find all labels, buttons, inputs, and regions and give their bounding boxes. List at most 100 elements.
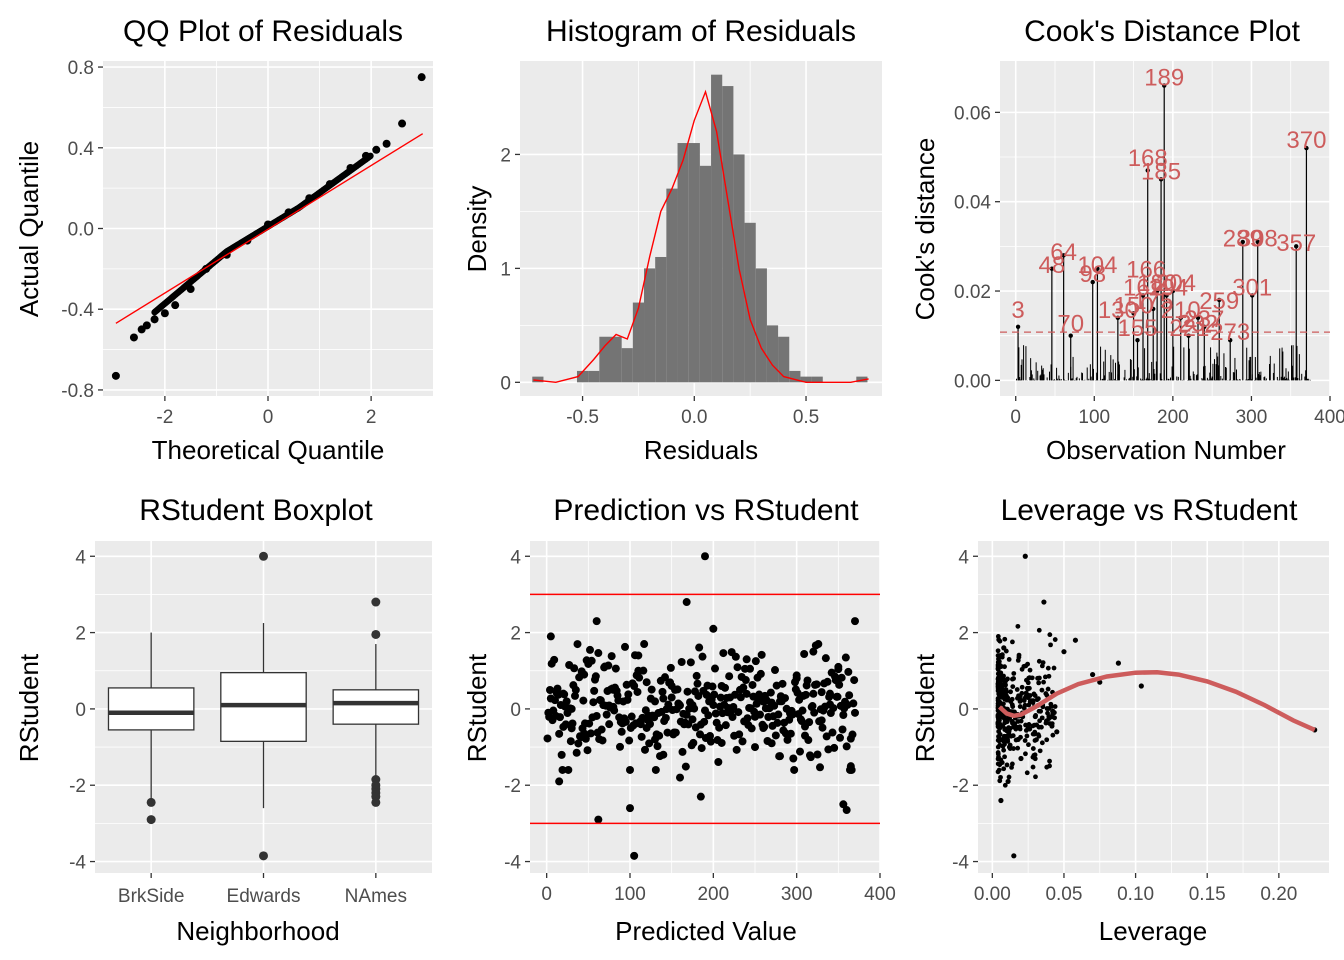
cook-ytick-label: 0.06 <box>954 103 991 124</box>
cook-obs-label: 232 <box>1178 310 1218 337</box>
cook-xtick-label: 100 <box>1078 407 1110 428</box>
pred-point <box>708 682 717 691</box>
lev-point <box>997 762 1003 768</box>
lev-point <box>1002 696 1008 702</box>
pred-point <box>677 658 686 667</box>
lev-point <box>1010 704 1016 709</box>
qq-point <box>372 145 381 154</box>
lev-point <box>1003 736 1008 742</box>
pred-point <box>808 702 817 711</box>
cook-obs-label: 289 <box>1223 225 1263 252</box>
pred-point <box>666 663 675 672</box>
pred-point <box>637 732 646 741</box>
pred-point <box>550 655 559 664</box>
pred-point <box>630 851 639 860</box>
lev-point <box>995 756 1001 762</box>
pred-point <box>844 667 853 676</box>
lev-point <box>997 680 1003 686</box>
pred-point <box>574 739 583 748</box>
pred-point <box>567 704 576 713</box>
cook-obs-label: 98 <box>1079 261 1106 288</box>
pred-point <box>688 715 697 724</box>
pred-point <box>625 736 634 745</box>
pred-point <box>611 664 620 673</box>
pred-point <box>833 692 842 701</box>
pred-point <box>725 672 734 681</box>
pred-point <box>694 691 703 700</box>
pred-point <box>805 718 814 727</box>
cook-ytick-label: 0.04 <box>954 193 991 214</box>
pred-point <box>572 748 581 757</box>
cook-obs-label: 166 <box>1126 257 1166 284</box>
pred-point <box>845 691 854 700</box>
cook-obs-label: 370 <box>1286 127 1326 154</box>
cook-obs-label: 204 <box>1156 270 1196 297</box>
pred-point <box>773 718 782 727</box>
pred-point <box>741 676 750 685</box>
pred-point <box>602 710 611 719</box>
pred-point <box>814 640 823 649</box>
pred-point <box>829 704 838 713</box>
pred-point <box>627 712 636 721</box>
cook-obs-label: 259 <box>1199 288 1239 315</box>
lev-point <box>998 797 1004 804</box>
lev-point <box>1052 704 1058 709</box>
pred-point <box>556 713 564 722</box>
pred-point <box>842 806 851 815</box>
hist-bar <box>666 188 678 383</box>
cook-ylabel: Cook's distance <box>910 138 940 321</box>
lev-ytick-label: 2 <box>958 624 969 645</box>
pred-point <box>704 711 713 720</box>
lev-point <box>1006 657 1012 662</box>
pred-point <box>640 640 649 649</box>
lev-point <box>1032 738 1038 743</box>
hist-xtick-label: 0.5 <box>793 407 819 428</box>
pred-point <box>553 684 562 693</box>
qq-point <box>346 163 355 172</box>
pred-point <box>633 687 642 696</box>
lev-point <box>1008 689 1013 695</box>
hist-title: Histogram of Residuals <box>546 15 856 48</box>
lev-point <box>1016 693 1021 699</box>
cook-obs-label: 3 <box>1011 297 1024 324</box>
cook-stems <box>1015 83 1311 381</box>
lev-point <box>1035 696 1041 702</box>
lev-xtick-label: 0.10 <box>1117 884 1154 905</box>
box-ytick-label: -4 <box>69 853 86 874</box>
pred-point <box>796 747 804 756</box>
pred-panel: Prediction vs RStudent Predicted Value R… <box>462 494 859 946</box>
pred-point <box>589 698 598 707</box>
pred-point <box>734 708 743 717</box>
pred-point <box>676 773 684 782</box>
lev-point <box>1002 727 1008 733</box>
lev-point <box>997 725 1003 731</box>
pred-point <box>686 658 695 667</box>
lev-point <box>1115 660 1121 666</box>
pred-point <box>851 617 859 626</box>
cook-obs-label: 210 <box>1161 297 1201 324</box>
pred-point <box>651 735 659 744</box>
pred-point <box>798 706 807 715</box>
lev-point <box>1044 764 1050 770</box>
pred-point <box>789 754 798 763</box>
hist-xlabel: Residuals <box>644 435 758 465</box>
qq-xlabel: Theoretical Quantile <box>152 435 385 465</box>
lev-point <box>1000 743 1006 749</box>
pred-point <box>716 693 725 702</box>
cook-obs-label: 194 <box>1148 275 1188 302</box>
pred-ytick-label: -2 <box>504 776 521 797</box>
box-ytick-label: 0 <box>75 700 86 721</box>
pred-point <box>626 765 634 774</box>
cook-panel: Cook's Distance Plot Observation Number … <box>910 15 1301 465</box>
pred-point <box>659 750 668 759</box>
lev-point <box>1047 632 1053 638</box>
lev-point <box>1037 748 1043 754</box>
pred-point <box>693 679 702 688</box>
lev-point <box>1039 740 1045 746</box>
pred-point <box>543 734 552 743</box>
pred-point <box>559 689 568 698</box>
lev-point <box>1052 637 1058 642</box>
cook-point <box>1178 315 1183 321</box>
pred-point <box>767 739 776 748</box>
cook-point <box>1170 288 1176 294</box>
